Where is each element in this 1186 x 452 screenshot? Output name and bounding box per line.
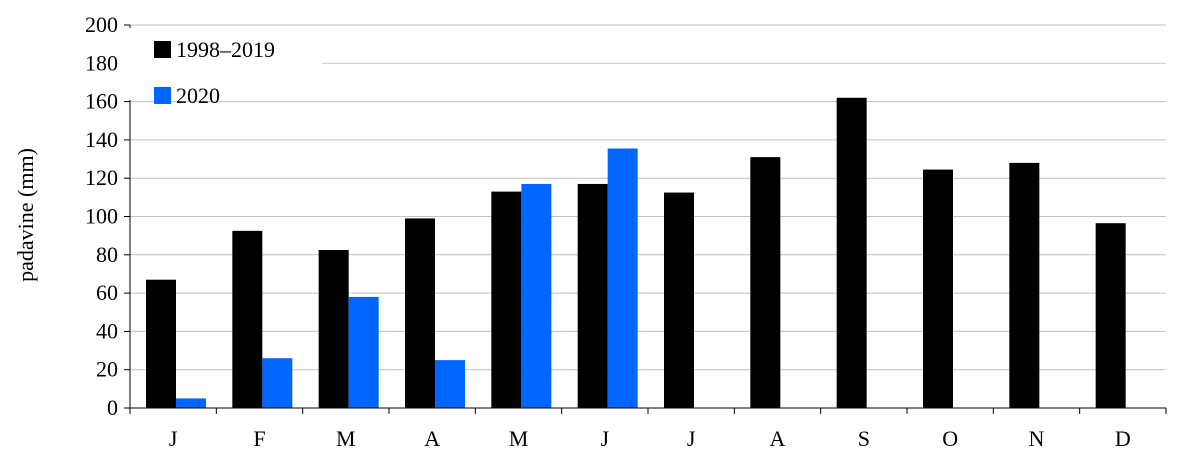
y-tick-label: 60 <box>96 280 118 305</box>
bar-2020 <box>435 360 465 408</box>
bar-2020 <box>521 183 552 408</box>
bar-1998-2019 <box>664 192 694 408</box>
x-tick-label: M <box>336 426 356 451</box>
bar-2020 <box>348 296 379 408</box>
axes: 0 20 40 60 80 100 120 140 160 180 200 J F M A M J J A S O N D <box>85 12 1167 451</box>
x-tick-label: A <box>770 426 786 451</box>
bar-1998-2019 <box>577 183 608 408</box>
x-tick-label: D <box>1115 426 1131 451</box>
bar-2020 <box>607 148 638 408</box>
bar-1998-2019 <box>836 97 867 409</box>
bar-1998-2019 <box>405 218 435 408</box>
x-tick-label: S <box>858 426 870 451</box>
legend: 1998–2019 2020 <box>124 28 322 108</box>
y-tick-label: 40 <box>96 318 118 343</box>
bar-1998-2019 <box>232 230 263 408</box>
gridlines <box>130 24 1166 371</box>
bar-2020 <box>176 398 206 408</box>
bar-1998-2019 <box>318 250 349 408</box>
y-tick-label: 80 <box>96 242 118 267</box>
x-tick-label: J <box>687 426 696 451</box>
x-tick-label: O <box>942 426 958 451</box>
y-tick-label: 20 <box>96 357 118 382</box>
bar-1998-2019 <box>491 191 522 408</box>
bar-1998-2019 <box>923 169 953 408</box>
x-tick-label: M <box>509 426 529 451</box>
bars <box>146 97 1126 409</box>
y-tick-label: 140 <box>85 127 118 152</box>
y-tick-label: 200 <box>85 12 118 37</box>
legend-swatch-1998-2019 <box>154 41 171 58</box>
bar-1998-2019 <box>1095 223 1126 408</box>
x-tick-label: J <box>169 426 178 451</box>
y-tick-label: 160 <box>85 89 118 114</box>
y-tick-label: 180 <box>85 50 118 75</box>
bar-1998-2019 <box>750 157 781 408</box>
bar-1998-2019 <box>1009 162 1040 408</box>
legend-label-1998-2019: 1998–2019 <box>176 37 275 62</box>
y-tick-label: 120 <box>85 165 118 190</box>
legend-label-2020: 2020 <box>176 83 220 108</box>
y-tick-label: 0 <box>107 395 118 420</box>
x-tick-label: A <box>424 426 440 451</box>
y-axis-label: padavine (mm) <box>13 148 38 282</box>
legend-swatch-2020 <box>154 87 171 104</box>
x-tick-label: N <box>1029 426 1045 451</box>
bar-2020 <box>262 358 293 408</box>
x-tick-label: F <box>253 426 265 451</box>
x-tick-label: J <box>601 426 610 451</box>
bar-1998-2019 <box>146 279 176 408</box>
y-tick-label: 100 <box>85 204 118 229</box>
